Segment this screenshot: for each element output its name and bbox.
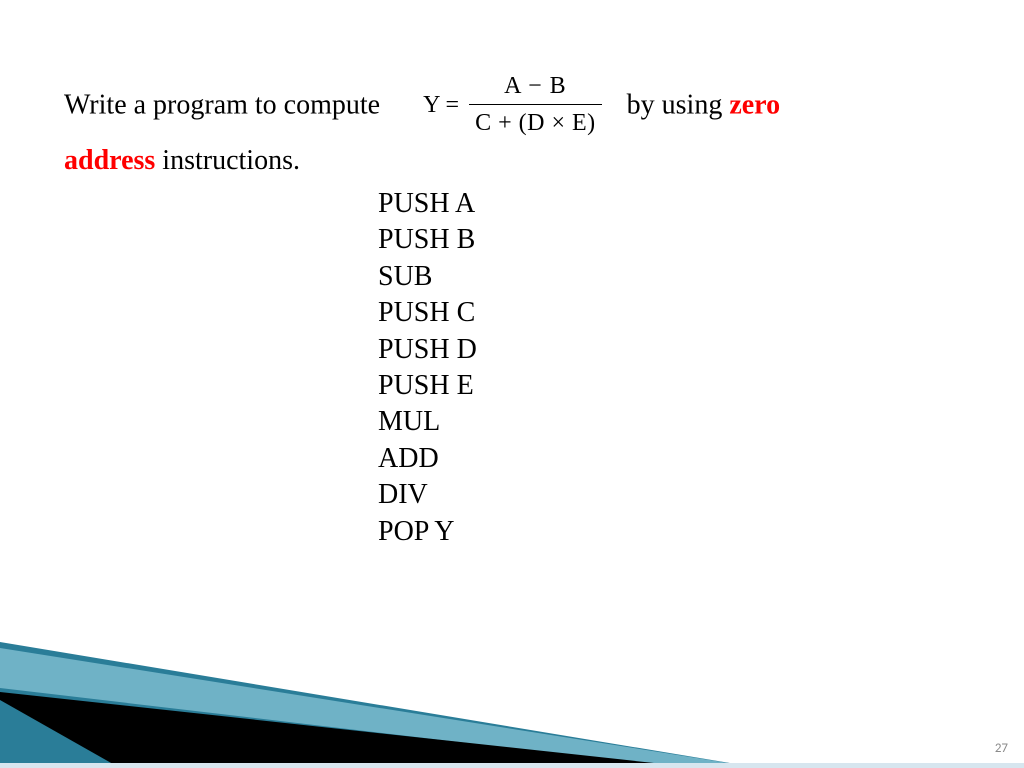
page-number: 27 (995, 741, 1008, 756)
code-listing: PUSH A PUSH B SUB PUSH C PUSH D PUSH E M… (378, 186, 477, 550)
code-line: PUSH D (378, 332, 477, 368)
slide-decoration (0, 588, 1024, 768)
code-line: PUSH B (378, 222, 477, 258)
question-text: Write a program to compute Y = A − B C +… (64, 72, 964, 180)
code-line: DIV (378, 477, 477, 513)
highlight-address: address (64, 145, 155, 176)
formula-fraction: A − B C + (D × E) (469, 70, 602, 140)
code-line: POP Y (378, 514, 477, 550)
prompt-part2: by using (627, 89, 723, 120)
slide: Write a program to compute Y = A − B C +… (0, 0, 1024, 768)
formula: Y = A − B C + (D × E) (423, 70, 602, 140)
formula-lhs: Y = (423, 89, 459, 121)
code-line: SUB (378, 259, 477, 295)
formula-denominator: C + (D × E) (469, 105, 602, 139)
prompt-part3: instructions. (162, 145, 300, 176)
code-line: MUL (378, 404, 477, 440)
prompt-part1: Write a program to compute (64, 89, 380, 120)
formula-numerator: A − B (469, 70, 602, 105)
code-line: PUSH E (378, 368, 477, 404)
code-line: ADD (378, 441, 477, 477)
highlight-zero: zero (729, 89, 780, 120)
code-line: PUSH C (378, 295, 477, 331)
code-line: PUSH A (378, 186, 477, 222)
